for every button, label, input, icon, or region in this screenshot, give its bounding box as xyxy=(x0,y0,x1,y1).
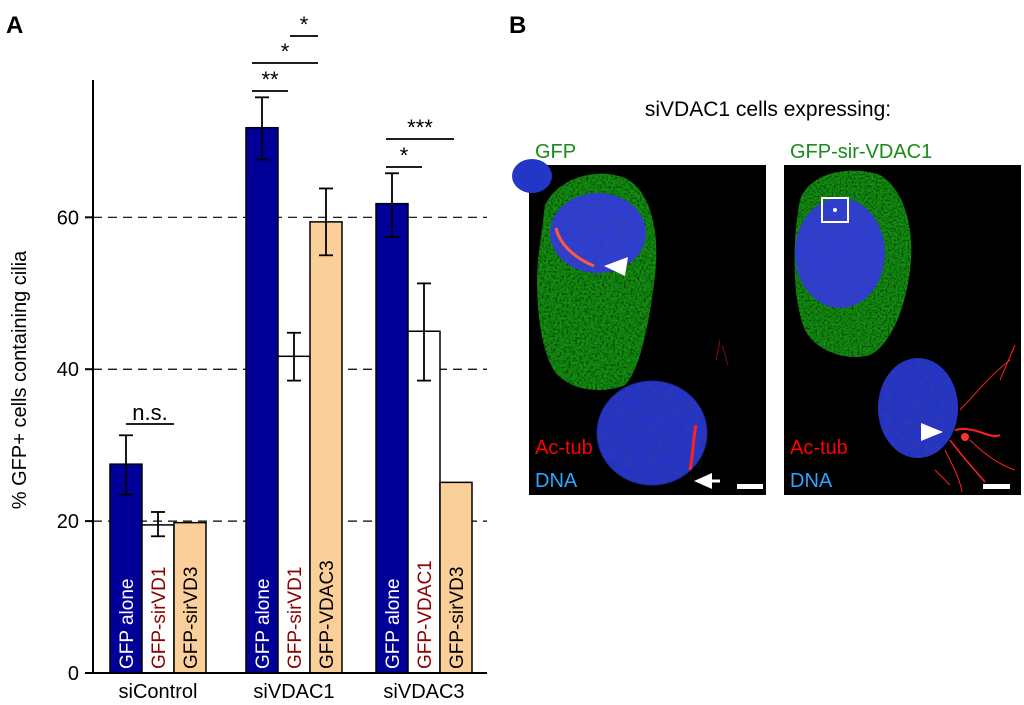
image1-arrowhead-icon xyxy=(604,257,628,276)
y-tick-label-40: 40 xyxy=(57,359,79,381)
bar-label-siControl-0: GFP alone xyxy=(117,579,138,669)
error-bars xyxy=(119,96,431,538)
image2-tubulin-fibres xyxy=(934,344,1016,493)
image1-cilium xyxy=(554,227,595,268)
sig-label-siVDAC3-0: * xyxy=(400,143,409,168)
bar-siControl-2 xyxy=(173,521,207,674)
image2-centrosome xyxy=(833,208,837,212)
bar-siVDAC1-0 xyxy=(245,126,279,674)
bar-label-siVDAC1-2: GFP-VDAC3 xyxy=(317,560,338,669)
panel-b-title: siVDAC1 cells expressing: xyxy=(645,98,891,121)
sig-label-siControl-0: n.s. xyxy=(132,400,167,425)
image2-inset-box xyxy=(821,197,849,223)
y-axis-title: % GFP+ cells containing cilia xyxy=(9,250,31,509)
bars xyxy=(109,126,473,674)
sig-label-siVDAC1-0: ** xyxy=(261,67,279,92)
axes: siControl siVDAC1 siVDAC3 0 20 40 60 xyxy=(57,80,487,703)
bar-siVDAC3-0 xyxy=(375,202,409,674)
sig-label-siVDAC1-1: * xyxy=(281,39,290,64)
significance-brackets: n.s.******** xyxy=(126,12,454,425)
bar-label-siVDAC3-2: GFP-sirVD3 xyxy=(447,567,468,669)
bar-labels: GFP alone GFP-sirVD1 GFP-sirVD3 GFP alone GF… xyxy=(117,560,468,669)
image1-faint-tubules xyxy=(715,339,729,366)
image1-nucleus-top xyxy=(550,193,646,273)
image2-header: GFP-sir-VDAC1 xyxy=(790,141,932,163)
sig-label-siVDAC1-2: * xyxy=(300,12,309,37)
image1-nucleus-bottom xyxy=(597,381,707,485)
bar-siVDAC1-2 xyxy=(309,221,343,674)
image2-nucleus-bottom xyxy=(878,358,958,458)
sig-label-siVDAC3-1: *** xyxy=(407,115,433,140)
image2-nucleus-top xyxy=(795,198,885,308)
image1-nucleus-bottom-outline xyxy=(596,380,708,486)
image2-arrowhead-icon xyxy=(921,423,943,441)
y-tick-label-20: 20 xyxy=(57,511,79,533)
image2-cilium-base xyxy=(961,433,969,441)
x-tick-label-siVDAC1: siVDAC1 xyxy=(253,681,334,703)
image2-scale-bar xyxy=(983,484,1010,489)
bar-label-siVDAC3-1: GFP-VDAC1 xyxy=(415,560,436,669)
image1-label-dna: DNA xyxy=(535,470,578,492)
y-tick-label-60: 60 xyxy=(57,207,79,229)
image1-cilium-lower xyxy=(688,424,698,471)
image2-label-dna: DNA xyxy=(790,470,833,492)
bar-label-siVDAC1-0: GFP alone xyxy=(253,579,274,669)
bar-label-siControl-1: GFP-sirVD1 xyxy=(149,567,170,669)
image1-scale-bar xyxy=(737,484,763,489)
micrograph-gfp-sir-vdac1: GFP-sir-VDAC1 Ac-tub DNA xyxy=(784,141,1021,495)
y-tick-label-0: 0 xyxy=(68,663,79,685)
panel-a-letter: A xyxy=(6,12,23,39)
image2-label-actub: Ac-tub xyxy=(790,437,848,459)
bar-chart: GFP alone GFP-sirVD1 GFP-sirVD3 GFP alone GF… xyxy=(9,12,487,703)
bar-label-siVDAC1-1: GFP-sirVD1 xyxy=(285,567,306,669)
bar-label-siVDAC3-0: GFP alone xyxy=(383,579,404,669)
image1-label-actub: Ac-tub xyxy=(535,437,593,459)
image1-arrow-icon xyxy=(694,473,712,489)
micrograph-gfp: GFP Ac-tub DNA xyxy=(512,141,766,495)
image1-nucleus-edge xyxy=(512,159,552,193)
x-tick-label-siControl: siControl xyxy=(119,681,198,703)
x-tick-label-siVDAC3: siVDAC3 xyxy=(383,681,464,703)
bar-label-siControl-2: GFP-sirVD3 xyxy=(181,567,202,669)
image1-header: GFP xyxy=(535,141,576,163)
panel-b-letter: B xyxy=(509,12,526,39)
